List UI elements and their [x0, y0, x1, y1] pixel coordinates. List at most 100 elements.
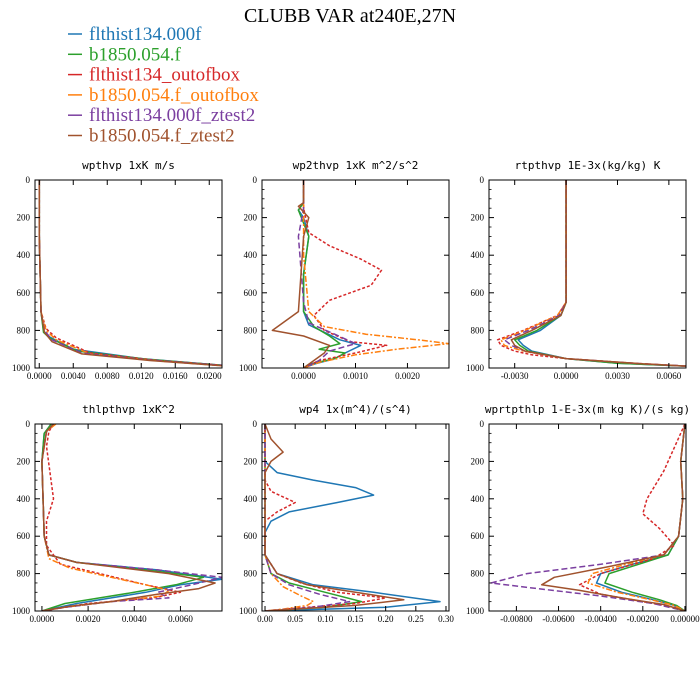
y-tick-label: 600: [17, 531, 31, 541]
series-line: [503, 180, 686, 367]
x-tick-label: 0.30: [438, 614, 454, 624]
series-line: [302, 180, 449, 368]
x-tick-label: 0.05: [287, 614, 303, 624]
series-line: [302, 180, 388, 368]
y-tick-label: 0: [26, 175, 31, 185]
y-tick-label: 800: [471, 569, 485, 579]
x-tick-label: 0.25: [408, 614, 424, 624]
series-line: [41, 424, 222, 611]
series-line: [578, 424, 686, 611]
y-tick-label: 200: [244, 456, 258, 466]
y-tick-label: 800: [244, 569, 258, 579]
x-tick-label: 0.0020: [76, 614, 101, 624]
y-tick-label: 200: [471, 456, 485, 466]
plot-frame: [261, 179, 450, 369]
x-tick-label: 0.10: [317, 614, 333, 624]
series-line: [41, 424, 205, 611]
series-line: [38, 180, 222, 367]
y-tick-label: 600: [17, 288, 31, 298]
x-tick-label: 0.00: [257, 614, 273, 624]
x-tick-label: -0.00400: [585, 614, 618, 624]
legend-entry: flthist134.000f: [89, 24, 202, 45]
series-line: [264, 424, 441, 611]
x-tick-label: 0.15: [348, 614, 364, 624]
series-line: [38, 180, 222, 367]
y-tick-label: 400: [17, 250, 31, 260]
y-tick-label: 0: [480, 419, 485, 429]
y-tick-label: 1000: [466, 606, 485, 616]
x-tick-label: 0.0040: [61, 371, 86, 381]
series-line: [38, 180, 222, 366]
y-tick-label: 800: [244, 325, 258, 335]
y-tick-label: 1000: [12, 606, 31, 616]
legend-entry: flthist134_outofbox: [89, 65, 240, 86]
panel-6: wprtpthlp 1-E-3x(m kg K)/(s kg)0 200 400 60…: [466, 403, 700, 624]
x-tick-label: 0.0010: [343, 371, 368, 381]
y-tick-label: 800: [17, 569, 31, 579]
figure-title: CLUBB VAR at240E,27N: [244, 5, 456, 27]
legend-entry: b1850.054.f_outofbox: [89, 85, 259, 106]
x-tick-label: 0.0080: [95, 371, 120, 381]
series-line: [41, 424, 222, 611]
series-line: [510, 180, 686, 367]
series-line: [38, 180, 222, 367]
panel-title: thlpthvp 1xK^2: [82, 403, 175, 416]
y-tick-label: 1000: [239, 606, 258, 616]
x-tick-label: -0.0030: [501, 371, 529, 381]
x-tick-label: 0.0060: [168, 614, 193, 624]
x-tick-label: -0.00600: [542, 614, 575, 624]
y-tick-label: 400: [471, 250, 485, 260]
plot-frame: [34, 179, 223, 369]
series-group: [490, 424, 686, 611]
series-group: [38, 180, 222, 367]
series-group: [496, 180, 686, 367]
series-line: [297, 180, 357, 368]
legend-entry: b1850.054.f_ztest2: [89, 126, 235, 147]
series-line: [41, 424, 170, 611]
series-line: [297, 180, 346, 368]
panel-title: wpthvp 1xK m/s: [82, 159, 175, 172]
series-line: [264, 424, 405, 611]
y-tick-label: 200: [471, 213, 485, 223]
y-tick-label: 200: [244, 213, 258, 223]
y-tick-label: 400: [471, 494, 485, 504]
y-tick-label: 600: [244, 531, 258, 541]
x-tick-label: 0.0200: [197, 371, 222, 381]
y-tick-label: 800: [471, 325, 485, 335]
series-line: [271, 180, 331, 368]
panel-3: rtpthvp 1E-3x(kg/kg) K 0 200 400 600 800 1000 -…: [466, 159, 687, 381]
series-line: [41, 424, 182, 611]
series-line: [513, 180, 686, 367]
series-line: [496, 180, 686, 367]
legend-entry: flthist134.000f_ztest2: [89, 105, 255, 126]
y-tick-label: 0: [26, 419, 31, 429]
y-tick-label: 400: [244, 494, 258, 504]
y-tick-label: 800: [17, 325, 31, 335]
y-tick-label: 400: [244, 250, 258, 260]
x-tick-label: 0.0020: [395, 371, 420, 381]
series-group: [271, 180, 449, 368]
panel-title: wp4 1x(m^4)/(s^4): [299, 403, 412, 416]
y-tick-label: 200: [17, 213, 31, 223]
y-tick-label: 1000: [239, 363, 258, 373]
x-tick-label: 0.0000: [30, 614, 55, 624]
series-line: [517, 180, 686, 367]
x-tick-label: 0.0040: [122, 614, 147, 624]
panel-title: rtpthvp 1E-3x(kg/kg) K: [515, 159, 661, 172]
y-tick-label: 1000: [466, 363, 485, 373]
y-tick-label: 400: [17, 494, 31, 504]
series-line: [500, 180, 686, 367]
x-tick-label: 0.0120: [129, 371, 154, 381]
panel-title: wp2thvp 1xK m^2/s^2: [293, 159, 419, 172]
series-group: [41, 424, 222, 611]
y-tick-label: 0: [480, 175, 485, 185]
series-group: [264, 424, 441, 611]
y-tick-label: 1000: [12, 363, 31, 373]
y-tick-label: 0: [253, 175, 258, 185]
x-tick-label: 0.0000: [27, 371, 52, 381]
